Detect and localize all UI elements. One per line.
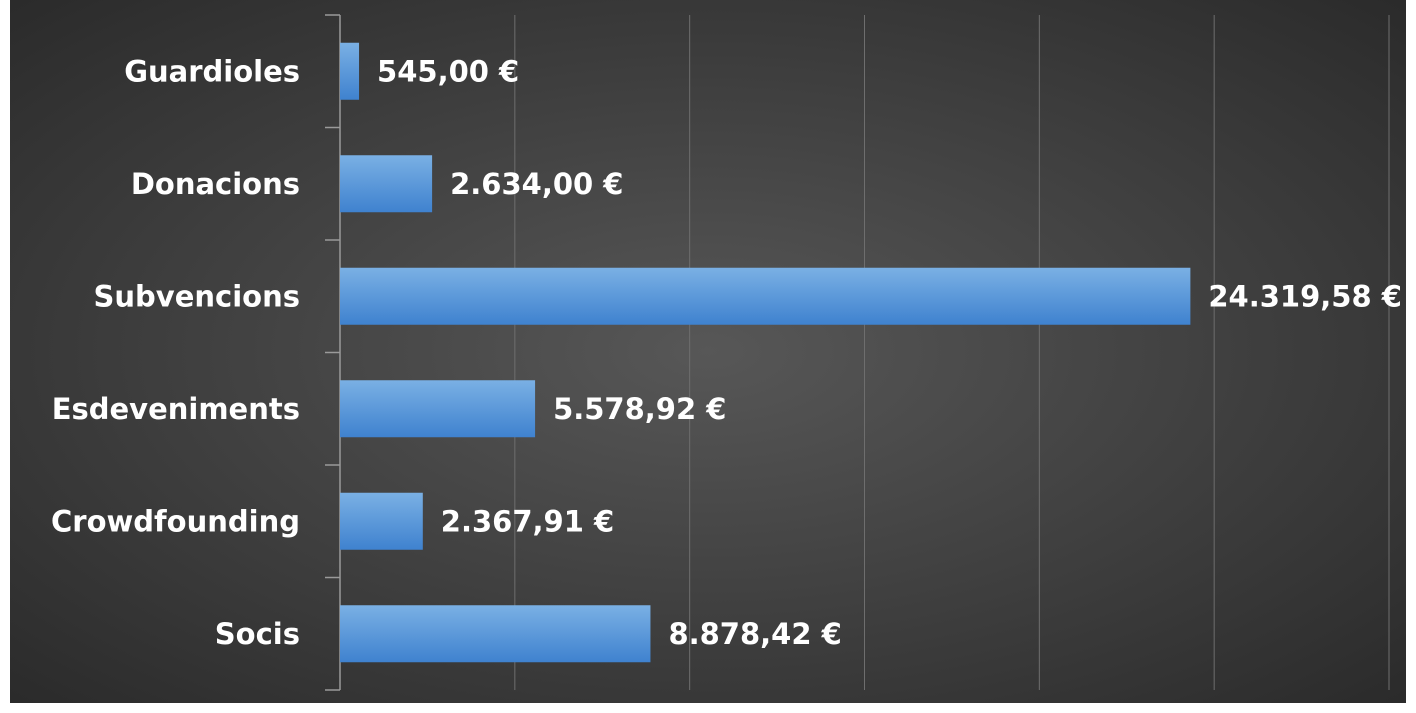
y-tick-label: Socis: [215, 617, 300, 651]
bar: [340, 605, 651, 663]
data-label: 24.319,58 €: [1208, 279, 1402, 313]
bar: [340, 155, 433, 213]
bar: [340, 380, 536, 438]
y-tick-label: Guardioles: [124, 54, 300, 88]
y-tick-label: Subvencions: [94, 279, 300, 313]
chart-background: [10, 0, 1406, 703]
bar: [340, 42, 360, 100]
data-label: 8.878,42 €: [668, 617, 841, 651]
y-tick-label: Crowdfounding: [51, 504, 300, 538]
y-tick-label: Donacions: [131, 167, 300, 201]
data-label: 2.367,91 €: [441, 504, 614, 538]
data-label: 2.634,00 €: [450, 167, 623, 201]
bar: [340, 492, 423, 550]
data-label: 545,00 €: [377, 54, 519, 88]
data-label: 5.578,92 €: [553, 392, 726, 426]
y-tick-label: Esdeveniments: [52, 392, 300, 426]
bar: [340, 267, 1191, 325]
